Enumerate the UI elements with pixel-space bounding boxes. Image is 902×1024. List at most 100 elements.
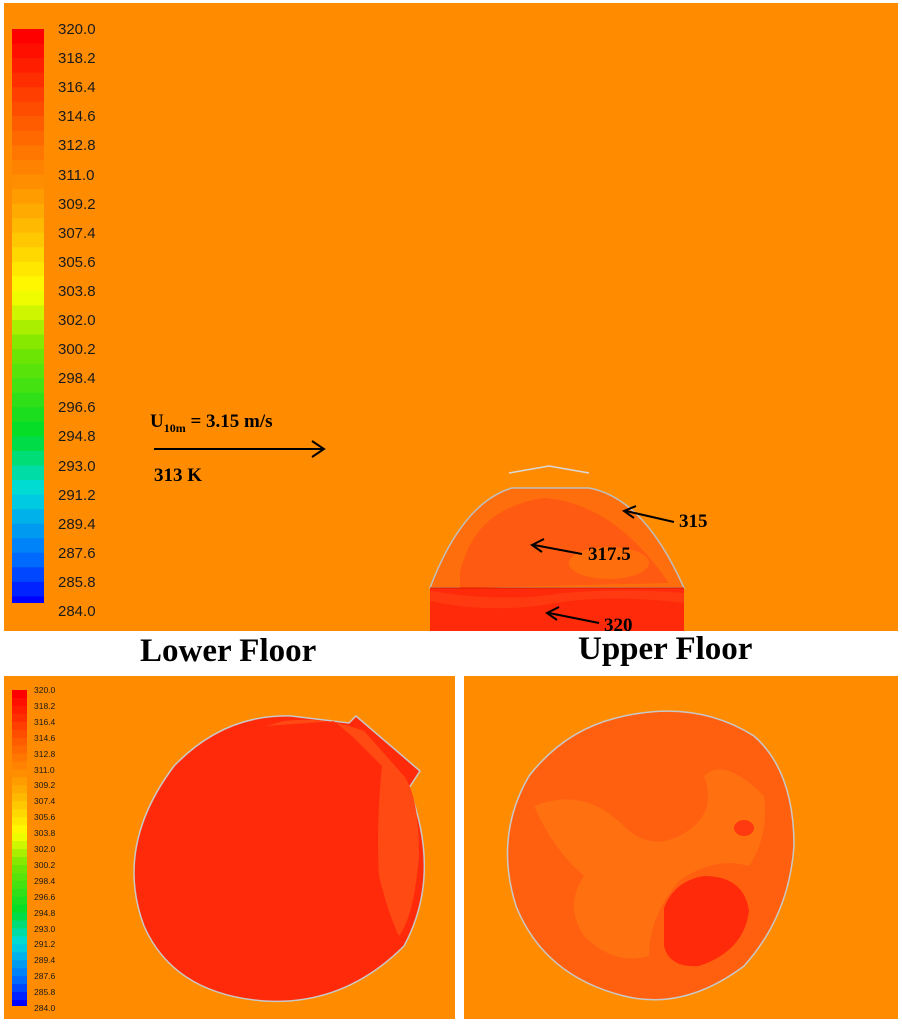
colorbar-tick-label: 314.6 <box>34 732 56 743</box>
colorbar-segment <box>12 896 27 906</box>
colorbar-tick-label: 291.2 <box>34 939 56 950</box>
colorbar-segment <box>12 801 27 810</box>
colorbar-segment <box>12 856 27 866</box>
colorbar-tick-label: 311.0 <box>58 166 95 184</box>
colorbar-segment <box>12 159 44 176</box>
lower-floor-plan <box>133 714 426 1003</box>
colorbar-segment <box>12 232 44 248</box>
colorbar-segment <box>12 116 44 132</box>
colorbar-segment <box>12 936 27 945</box>
upper-floor-title: Upper Floor <box>578 631 753 667</box>
colorbar-segment <box>12 864 27 874</box>
label-317-5: 317.5 <box>588 544 631 565</box>
colorbar-segment <box>12 538 44 554</box>
colorbar-segment <box>12 705 27 715</box>
colorbar-tick-label: 287.6 <box>58 544 96 562</box>
colorbar-segment <box>12 407 44 423</box>
colorbar-tick-label: 291.2 <box>58 486 96 504</box>
colorbar-segment <box>12 745 27 755</box>
colorbar-tick-label: 298.4 <box>58 370 96 388</box>
colorbar-segment <box>12 888 27 898</box>
colorbar-tick-label: 285.8 <box>34 987 56 998</box>
colorbar-segment <box>12 189 44 205</box>
colorbar-tick-label: 284.0 <box>34 1003 56 1013</box>
colorbar-segment <box>12 976 27 985</box>
colorbar-segment <box>12 984 27 993</box>
upper-floor-plan <box>506 710 795 1001</box>
colorbar-segment <box>12 58 44 74</box>
colorbar-tick-label: 312.8 <box>58 137 96 155</box>
colorbar-segment <box>12 363 44 379</box>
colorbar-tick-label: 302.0 <box>58 312 96 329</box>
colorbar-segment <box>12 436 44 452</box>
colorbar-tick-label: 305.6 <box>34 812 56 823</box>
colorbar-tick-label: 284.0 <box>58 603 96 620</box>
lower-floor-title: Lower Floor <box>140 633 317 669</box>
arrow-315 <box>625 510 675 523</box>
colorbar-tick-label: 305.6 <box>58 253 96 271</box>
colorbar-segment <box>12 203 44 219</box>
colorbar-segment <box>12 841 27 850</box>
colorbar-tick-label: 316.4 <box>34 716 56 727</box>
colorbar-segment <box>12 777 27 786</box>
colorbar-segment <box>12 944 27 953</box>
colorbar-tick-label: 314.6 <box>58 108 96 126</box>
colorbar-segment <box>12 769 27 779</box>
colorbar-segment <box>12 29 44 45</box>
colorbar-tick-label: 287.6 <box>34 971 56 982</box>
colorbar-segment <box>12 761 27 771</box>
lower-floor-warm-edge <box>266 719 419 936</box>
colorbar-segment <box>12 753 27 763</box>
colorbar-segment <box>12 690 27 699</box>
colorbar-segment <box>12 825 27 834</box>
colorbar-tick-label: 293.0 <box>58 457 96 475</box>
colorbar-tick-label: 318.2 <box>34 700 56 711</box>
colorbar-segment <box>12 378 44 394</box>
temperature-colorbar-small <box>12 690 27 1006</box>
colorbar-tick-label: 294.8 <box>34 907 56 918</box>
colorbar-segment <box>12 785 27 794</box>
label-315: 315 <box>679 511 708 532</box>
colorbar-segment <box>12 849 27 858</box>
colorbar-segment <box>12 880 27 890</box>
colorbar-tick-label: 320.0 <box>34 685 56 695</box>
temperature-colorbar <box>12 29 44 603</box>
colorbar-segment <box>12 145 44 161</box>
building-section <box>154 440 686 631</box>
wind-arrow-head <box>311 440 326 458</box>
colorbar-segment <box>12 450 44 467</box>
colorbar-tick-label: 309.2 <box>34 780 56 791</box>
colorbar-segment <box>12 218 44 234</box>
colorbar-tick-label: 309.2 <box>58 195 96 213</box>
colorbar-segment <box>12 567 44 583</box>
label-320: 320 <box>604 615 633 631</box>
lower-floor-hot-region <box>133 714 426 1003</box>
colorbar-segment <box>12 793 27 802</box>
colorbar-segment <box>12 552 44 568</box>
colorbar-segment <box>12 1000 27 1006</box>
colorbar-segment <box>12 904 27 914</box>
colorbar-segment <box>12 721 27 731</box>
colorbar-segment <box>12 581 44 598</box>
colorbar-tick-label: 303.8 <box>34 828 56 839</box>
colorbar-segment <box>12 817 27 826</box>
colorbar-tick-label: 311.0 <box>34 764 55 775</box>
colorbar-segment <box>12 480 44 496</box>
colorbar-tick-label: 307.4 <box>58 224 96 242</box>
arrow-320 <box>548 612 600 624</box>
colorbar-segment <box>12 928 27 938</box>
colorbar-segment <box>12 809 27 818</box>
upper-floor-small-spot <box>734 820 754 836</box>
colorbar-segment <box>12 261 44 277</box>
colorbar-segment <box>12 872 27 882</box>
colorbar-tick-label: 294.8 <box>58 428 96 446</box>
upper-floor-cool-band <box>534 769 765 959</box>
colorbar-tick-label: 300.2 <box>58 341 96 359</box>
colorbar-segment <box>12 334 44 350</box>
colorbar-segment <box>12 523 44 539</box>
colorbar-segment <box>12 737 27 747</box>
colorbar-tick-label: 285.8 <box>58 573 96 591</box>
colorbar-segment <box>12 72 44 88</box>
colorbar-segment <box>12 509 44 525</box>
colorbar-tick-label: 303.8 <box>58 282 96 300</box>
